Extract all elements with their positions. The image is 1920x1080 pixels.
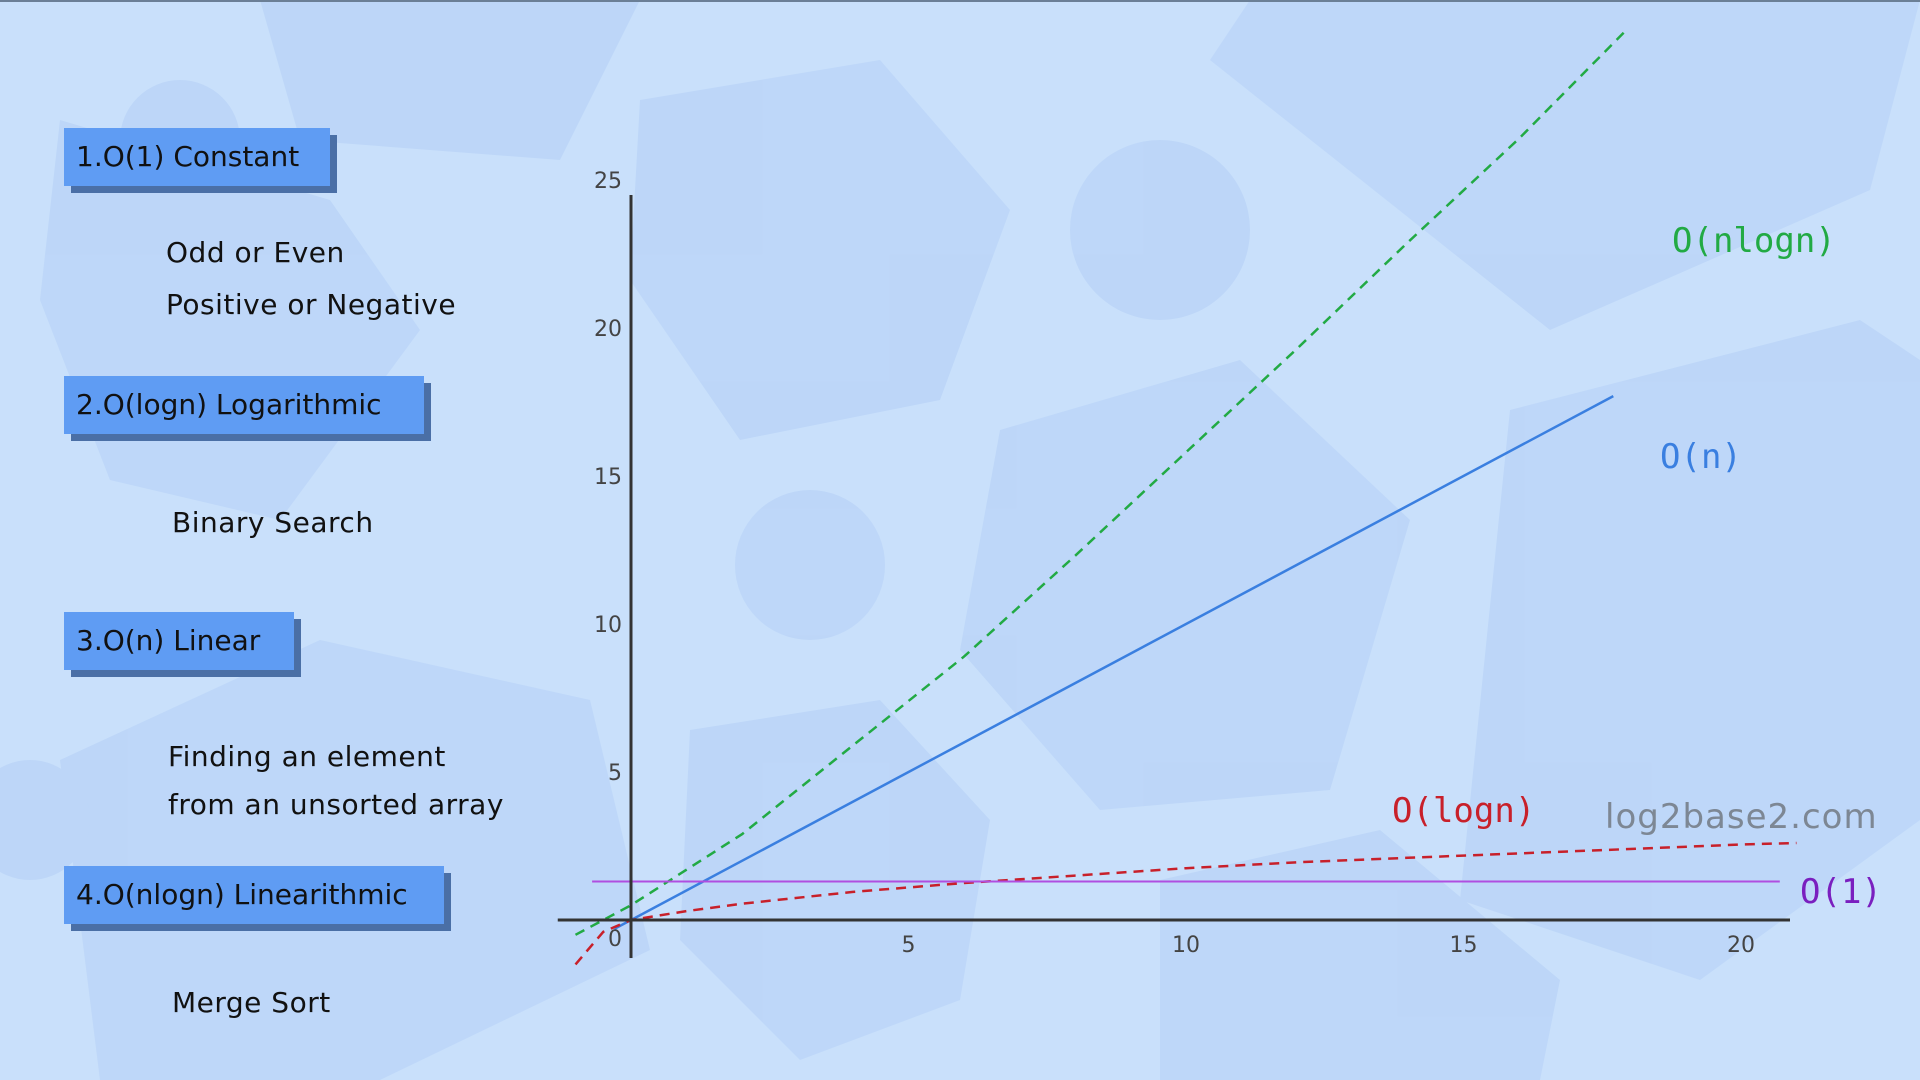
origin-label: 0 [608,927,622,952]
series-logn-label: O(logn) [1392,791,1535,831]
y-tick-label: 10 [594,613,622,638]
y-tick-label: 15 [594,465,622,490]
example-odd-even: Odd or Even [166,236,345,269]
category-box-linearithmic: 4.O(nlogn) Linearithmic [64,866,444,924]
category-box-constant: 1.O(1) Constant [64,128,330,186]
watermark: log2base2.com [1605,797,1878,837]
x-tick-label: 20 [1727,933,1755,958]
y-tick-label: 5 [608,761,622,786]
example-binary-search: Binary Search [172,506,374,539]
example-positive-negative: Positive or Negative [166,288,457,321]
category-box-linear: 3.O(n) Linear [64,612,294,670]
axes-layer: 5 10 15 20 5 10 15 20 25 0 [557,169,1790,958]
series-n-line [613,394,1614,931]
category-box-logarithmic: 2.O(logn) Logarithmic [64,376,424,434]
x-tick-label: 15 [1450,933,1478,958]
series-logn-line [574,841,1797,966]
example-finding-element: Finding an element [168,740,446,773]
curves-layer [574,31,1797,966]
labels-layer: O(nlogn) O(n) O(logn) O(1) [1392,221,1882,912]
series-constant-label: O(1) [1800,872,1882,912]
series-n-label: O(n) [1660,437,1742,477]
example-merge-sort: Merge Sort [172,986,331,1019]
x-tick-label: 5 [902,933,916,958]
x-tick-label: 10 [1172,933,1200,958]
series-nlogn-label: O(nlogn) [1672,221,1836,261]
y-tick-label: 25 [594,169,622,194]
y-tick-label: 20 [594,317,622,342]
example-unsorted-array: from an unsorted array [168,788,504,821]
top-border [0,0,1920,2]
